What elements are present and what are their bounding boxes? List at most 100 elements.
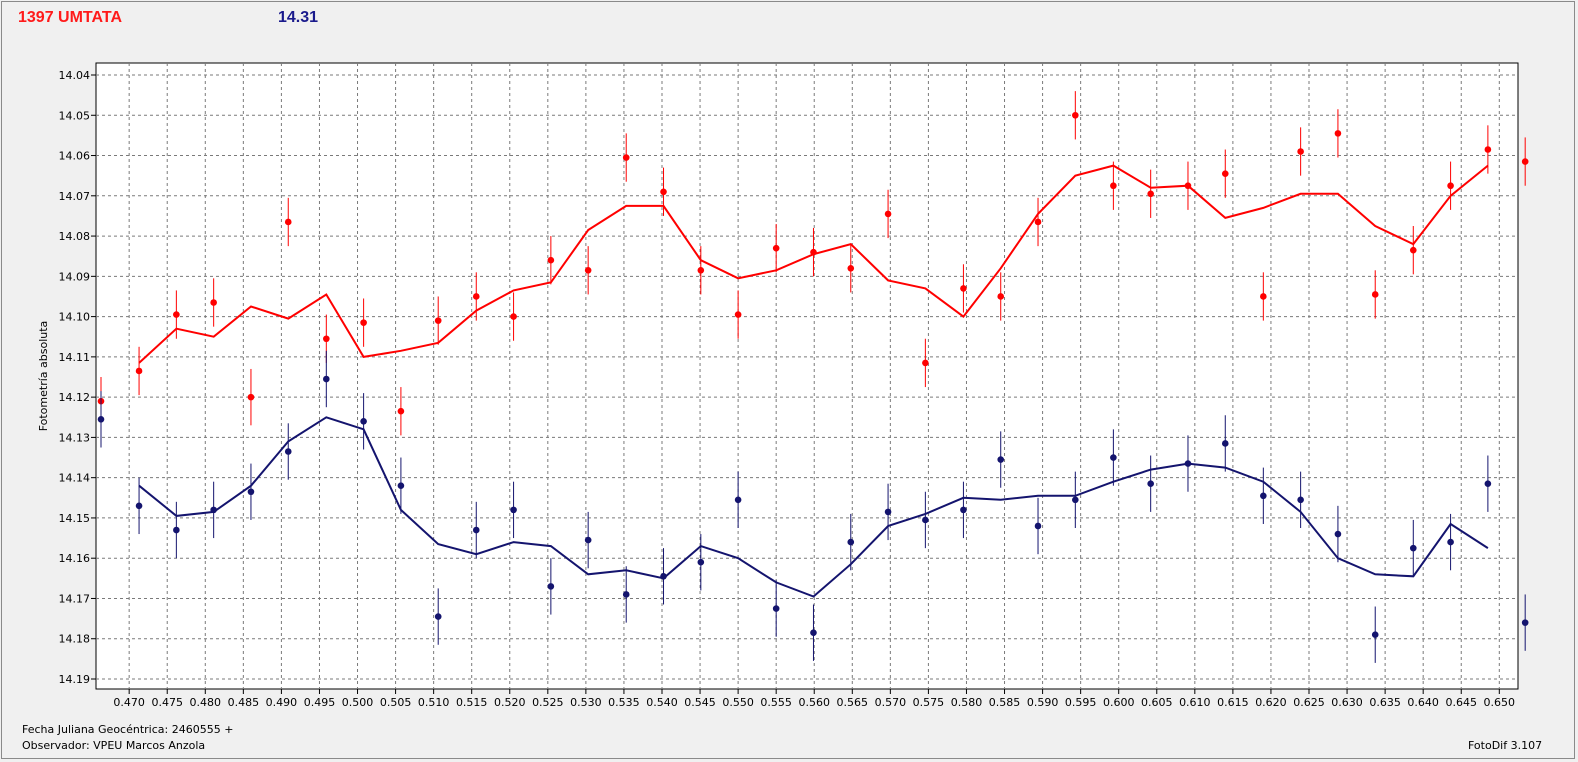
x-tick-label: 0.565 xyxy=(837,696,869,709)
x-tick-label: 0.480 xyxy=(190,696,222,709)
y-tick-label: 14.04 xyxy=(59,69,91,82)
y-tick-label: 14.11 xyxy=(59,351,91,364)
x-tick-label: 0.485 xyxy=(228,696,260,709)
data-point xyxy=(323,375,330,383)
grid-lines xyxy=(96,63,1518,689)
data-point xyxy=(1484,480,1492,488)
data-point xyxy=(173,311,180,318)
data-point xyxy=(697,558,705,566)
y-tick-label: 14.19 xyxy=(59,673,91,686)
object-name-title: 1397 UMTATA xyxy=(18,9,123,26)
x-tick-label: 0.545 xyxy=(684,696,716,709)
data-point xyxy=(360,319,367,326)
data-point xyxy=(810,629,817,636)
data-point xyxy=(510,506,517,514)
data-point xyxy=(960,506,967,514)
data-point xyxy=(772,244,780,252)
x-tick-label: 0.585 xyxy=(989,696,1021,709)
data-point xyxy=(135,502,143,510)
data-point xyxy=(1034,218,1042,226)
data-point xyxy=(697,266,705,274)
data-point xyxy=(397,482,405,490)
x-tick-label: 0.635 xyxy=(1369,696,1401,709)
x-tick-label: 0.540 xyxy=(646,696,678,709)
y-tick-label: 14.10 xyxy=(59,311,91,324)
data-point xyxy=(1184,460,1192,467)
x-tick-label: 0.560 xyxy=(798,696,830,709)
x-tick-label: 0.605 xyxy=(1141,696,1173,709)
data-series xyxy=(97,91,1529,663)
data-point xyxy=(1110,182,1117,190)
data-point xyxy=(1409,544,1417,552)
data-point xyxy=(1334,530,1342,538)
data-point xyxy=(1521,619,1529,626)
data-point xyxy=(847,538,855,546)
data-point xyxy=(472,526,480,534)
data-point xyxy=(997,456,1005,463)
data-point xyxy=(1034,522,1042,530)
x-tick-label: 0.535 xyxy=(608,696,640,709)
data-point xyxy=(1147,190,1154,198)
x-tick-label: 0.495 xyxy=(304,696,336,709)
data-point xyxy=(1297,148,1304,155)
data-point xyxy=(922,516,929,524)
data-point xyxy=(1371,291,1379,298)
data-point xyxy=(1447,538,1454,546)
data-point xyxy=(810,248,817,256)
data-point xyxy=(1110,454,1117,461)
data-point xyxy=(434,613,442,620)
data-point xyxy=(660,188,667,196)
data-point xyxy=(734,496,742,504)
data-point xyxy=(434,317,442,324)
data-point xyxy=(472,293,480,300)
data-point xyxy=(847,264,855,272)
julian-date-label: Fecha Juliana Geocéntrica: 2460555 + xyxy=(22,723,234,736)
data-point xyxy=(1409,246,1417,254)
y-axis-label: Fotometría absoluta xyxy=(37,321,50,432)
x-tick-label: 0.650 xyxy=(1484,696,1516,709)
x-tick-label: 0.470 xyxy=(113,696,145,709)
y-tick-label: 14.14 xyxy=(59,472,91,485)
y-tick-label: 14.17 xyxy=(59,592,91,605)
x-tick-label: 0.500 xyxy=(342,696,374,709)
data-point xyxy=(1447,182,1454,190)
data-point xyxy=(1484,146,1492,153)
data-point xyxy=(884,508,892,516)
data-point xyxy=(1221,170,1229,177)
data-point xyxy=(360,417,367,425)
y-tick-label: 14.07 xyxy=(59,190,91,203)
plot-area xyxy=(95,62,1519,690)
x-axis-ticks: 0.470 0.475 0.480 0.485 0.490 0.495 0.500 0.505… xyxy=(113,689,1515,709)
data-point xyxy=(622,154,630,161)
x-tick-label: 0.630 xyxy=(1331,696,1363,709)
data-point xyxy=(1184,182,1192,190)
x-tick-label: 0.600 xyxy=(1103,696,1135,709)
x-tick-label: 0.475 xyxy=(151,696,183,709)
software-version-label: FotoDif 3.107 xyxy=(1468,739,1543,752)
x-tick-label: 0.640 xyxy=(1407,696,1439,709)
observer-label: Observador: VPEU Marcos Anzola xyxy=(22,739,206,752)
data-point xyxy=(247,488,255,496)
data-point xyxy=(284,218,292,226)
data-point xyxy=(135,367,143,375)
data-point xyxy=(547,256,555,264)
data-point xyxy=(772,605,780,612)
x-tick-label: 0.625 xyxy=(1293,696,1325,709)
data-point xyxy=(97,415,105,423)
y-tick-label: 14.09 xyxy=(59,270,91,283)
x-tick-label: 0.530 xyxy=(570,696,602,709)
x-tick-label: 0.645 xyxy=(1445,696,1477,709)
x-tick-label: 0.525 xyxy=(532,696,564,709)
x-tick-label: 0.620 xyxy=(1255,696,1287,709)
y-tick-label: 14.15 xyxy=(59,512,91,525)
series-0 xyxy=(97,91,1529,436)
data-point xyxy=(884,210,892,218)
x-tick-label: 0.510 xyxy=(418,696,450,709)
data-point xyxy=(323,335,330,343)
magnitude-title: 14.31 xyxy=(278,9,319,26)
x-tick-label: 0.520 xyxy=(494,696,526,709)
x-tick-label: 0.595 xyxy=(1065,696,1097,709)
x-tick-label: 0.580 xyxy=(951,696,983,709)
series-1 xyxy=(97,350,1529,663)
